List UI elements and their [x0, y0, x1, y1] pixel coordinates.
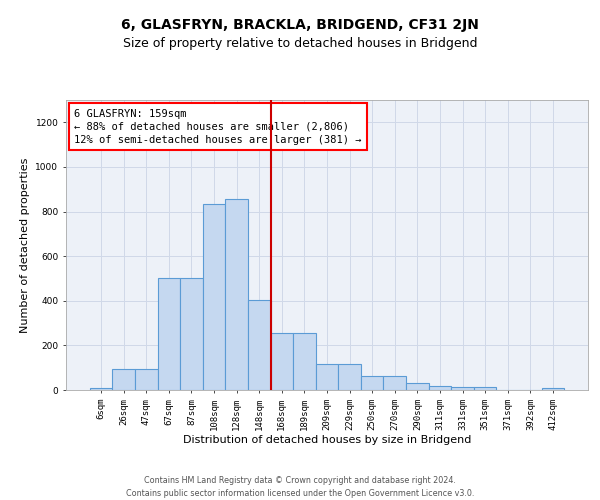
Text: Size of property relative to detached houses in Bridgend: Size of property relative to detached ho… — [123, 38, 477, 51]
Bar — [180, 278, 203, 390]
Bar — [542, 388, 564, 390]
Bar — [226, 200, 248, 390]
X-axis label: Distribution of detached houses by size in Bridgend: Distribution of detached houses by size … — [183, 436, 471, 446]
Bar — [428, 386, 451, 390]
Bar — [271, 333, 293, 390]
Bar — [248, 300, 271, 390]
Bar — [112, 369, 135, 390]
Y-axis label: Number of detached properties: Number of detached properties — [20, 158, 30, 332]
Text: 6, GLASFRYN, BRACKLA, BRIDGEND, CF31 2JN: 6, GLASFRYN, BRACKLA, BRIDGEND, CF31 2JN — [121, 18, 479, 32]
Bar — [361, 376, 383, 390]
Bar — [293, 333, 316, 390]
Bar — [474, 386, 496, 390]
Bar — [203, 204, 226, 390]
Bar — [316, 364, 338, 390]
Bar — [158, 278, 180, 390]
Bar — [451, 386, 474, 390]
Bar — [90, 388, 112, 390]
Bar — [383, 376, 406, 390]
Bar — [338, 364, 361, 390]
Bar — [406, 384, 428, 390]
Text: 6 GLASFRYN: 159sqm
← 88% of detached houses are smaller (2,806)
12% of semi-deta: 6 GLASFRYN: 159sqm ← 88% of detached hou… — [74, 108, 361, 145]
Text: Contains HM Land Registry data © Crown copyright and database right 2024.
Contai: Contains HM Land Registry data © Crown c… — [126, 476, 474, 498]
Bar — [135, 369, 158, 390]
